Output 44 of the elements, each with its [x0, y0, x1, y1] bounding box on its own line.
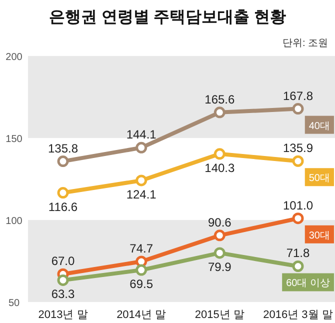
series-label: 60대 이상	[286, 278, 330, 290]
chart-title: 은행권 연령별 주택담보대출 현황	[48, 9, 286, 26]
point	[214, 148, 226, 160]
data-label: 165.6	[204, 92, 236, 106]
point	[292, 155, 304, 167]
data-label: 144.1	[126, 128, 157, 142]
point	[214, 230, 226, 242]
data-label: 140.3	[204, 160, 236, 175]
point	[57, 156, 69, 168]
point	[214, 247, 226, 259]
series-label: 50대	[308, 173, 330, 184]
x-tick-label: 2016년 3월 말	[263, 309, 333, 321]
data-label: 135.8	[48, 141, 78, 156]
y-tick-label: 50	[8, 298, 20, 309]
y-tick-label: 200	[6, 52, 23, 63]
data-label: 67.0	[51, 254, 75, 268]
x-tick-label: 2015년 말	[194, 309, 244, 321]
data-label: 116.6	[48, 200, 78, 214]
data-label: 71.8	[286, 246, 310, 260]
point	[136, 142, 148, 154]
point	[214, 106, 226, 118]
point	[292, 103, 304, 115]
data-label: 101.0	[282, 198, 314, 212]
series-label: 40대	[308, 120, 330, 132]
point	[136, 264, 148, 276]
x-tick-label: 2014년 말	[116, 309, 166, 321]
data-label: 69.5	[130, 277, 154, 292]
data-label: 74.7	[130, 241, 154, 256]
y-tick-label: 100	[6, 216, 23, 227]
data-label: 124.1	[126, 187, 157, 202]
point	[136, 174, 148, 186]
data-label: 63.3	[51, 287, 75, 302]
point	[57, 187, 69, 199]
data-label: 90.6	[208, 215, 232, 230]
data-label: 167.8	[282, 88, 314, 103]
data-label: 135.9	[282, 141, 314, 156]
text: 단위: 조원	[282, 38, 328, 49]
point	[292, 212, 304, 224]
y-tick-label: 150	[6, 134, 23, 145]
point	[292, 260, 304, 272]
series-label: 30대	[308, 230, 330, 242]
point	[57, 274, 69, 286]
data-label: 79.9	[208, 260, 232, 274]
x-tick-label: 2013년 말	[38, 309, 88, 321]
